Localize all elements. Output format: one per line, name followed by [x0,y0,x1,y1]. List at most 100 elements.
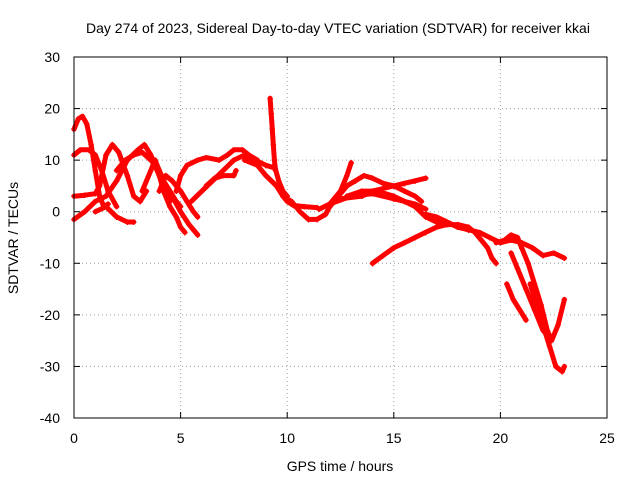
data-point: + [156,165,162,177]
data-point: + [92,150,98,162]
data-point: + [538,300,544,312]
y-tick-label: 30 [44,49,60,65]
data-point: + [501,235,507,247]
data-point: + [423,212,429,224]
data-point: + [224,150,230,162]
data-point: + [92,189,98,201]
series-trace [173,147,260,194]
data-point: + [433,217,439,229]
data-point: + [122,155,128,167]
data-point: + [423,204,429,216]
series-pass-26: +++++ ++ [527,279,568,379]
series-pass-5: + ++ + + [92,202,137,229]
data-point: + [162,181,168,193]
data-point: + [86,145,92,157]
data-point: + [88,140,94,152]
data-point: + [465,222,471,234]
data-point: + [401,238,407,250]
series-trace [156,173,201,220]
data-point: + [531,279,537,291]
data-point: + [130,191,136,203]
data-point: + [280,186,286,198]
data-point: + [152,155,158,167]
data-point: + [322,209,328,221]
data-point: + [194,155,200,167]
data-point: + [113,176,119,188]
data-point: + [444,220,450,232]
series-trace [504,281,529,323]
data-point: + [190,207,196,219]
data-point: + [514,233,520,245]
data-point: + [527,279,533,291]
data-point: + [177,171,183,183]
series-pass-23: + +++++ [465,222,499,270]
data-point: + [113,212,119,224]
y-tick-label: 10 [44,152,60,168]
data-point: + [514,263,520,275]
data-point: + [169,176,175,188]
series-trace [92,204,137,225]
data-point: + [553,361,559,373]
series-pass-12: ++ + ++ [203,165,239,192]
data-point: + [220,171,226,183]
data-point: + [148,165,154,177]
data-point: + [139,147,145,159]
data-point: + [79,111,85,123]
data-point: + [182,227,188,239]
data-point: + [476,227,482,239]
data-point: + [124,171,130,183]
data-point: + [412,233,418,245]
series-trace [71,113,111,210]
series-trace [316,160,354,212]
data-point: + [184,160,190,172]
data-point: + [254,160,260,172]
data-point: + [113,202,119,214]
series-trace [338,175,429,202]
data-point: + [493,258,499,270]
data-point: + [327,202,333,214]
data-point: + [162,171,168,183]
data-point: + [391,191,397,203]
data-point: + [531,305,537,317]
data-point: + [177,222,183,234]
data-point: + [267,93,273,105]
data-point: + [139,186,145,198]
data-point: + [504,279,510,291]
data-point: + [369,189,375,201]
data-point: + [391,243,397,255]
data-point: + [275,176,281,188]
data-point: + [561,253,567,265]
data-point: + [561,361,567,373]
data-point: + [188,196,194,208]
data-point: + [81,190,87,202]
data-point: + [444,217,450,229]
series-trace [465,224,499,266]
data-point: + [103,191,109,203]
series-trace [152,157,201,238]
y-tick-label: -30 [40,358,60,374]
y-tick-label: -20 [40,307,60,323]
data-point: + [314,214,320,226]
data-point: + [96,181,102,193]
data-point: + [148,150,154,162]
data-point: + [380,251,386,263]
data-point: + [194,230,200,242]
data-point: + [135,145,141,157]
data-point: + [412,191,418,203]
data-point: + [216,155,222,167]
data-point: + [423,209,429,221]
data-point: + [263,171,269,183]
data-point: + [455,222,461,234]
data-point: + [231,155,237,167]
data-point: + [359,191,365,203]
data-point: + [487,233,493,245]
data-point: + [472,227,478,239]
data-point: + [220,165,226,177]
data-point: + [233,165,239,177]
data-point: + [433,212,439,224]
data-point: + [297,207,303,219]
chart-title: Day 274 of 2023, Sidereal Day-to-day VTE… [86,20,590,36]
data-point: + [533,300,539,312]
data-point: + [348,158,354,170]
data-point: + [301,202,307,214]
